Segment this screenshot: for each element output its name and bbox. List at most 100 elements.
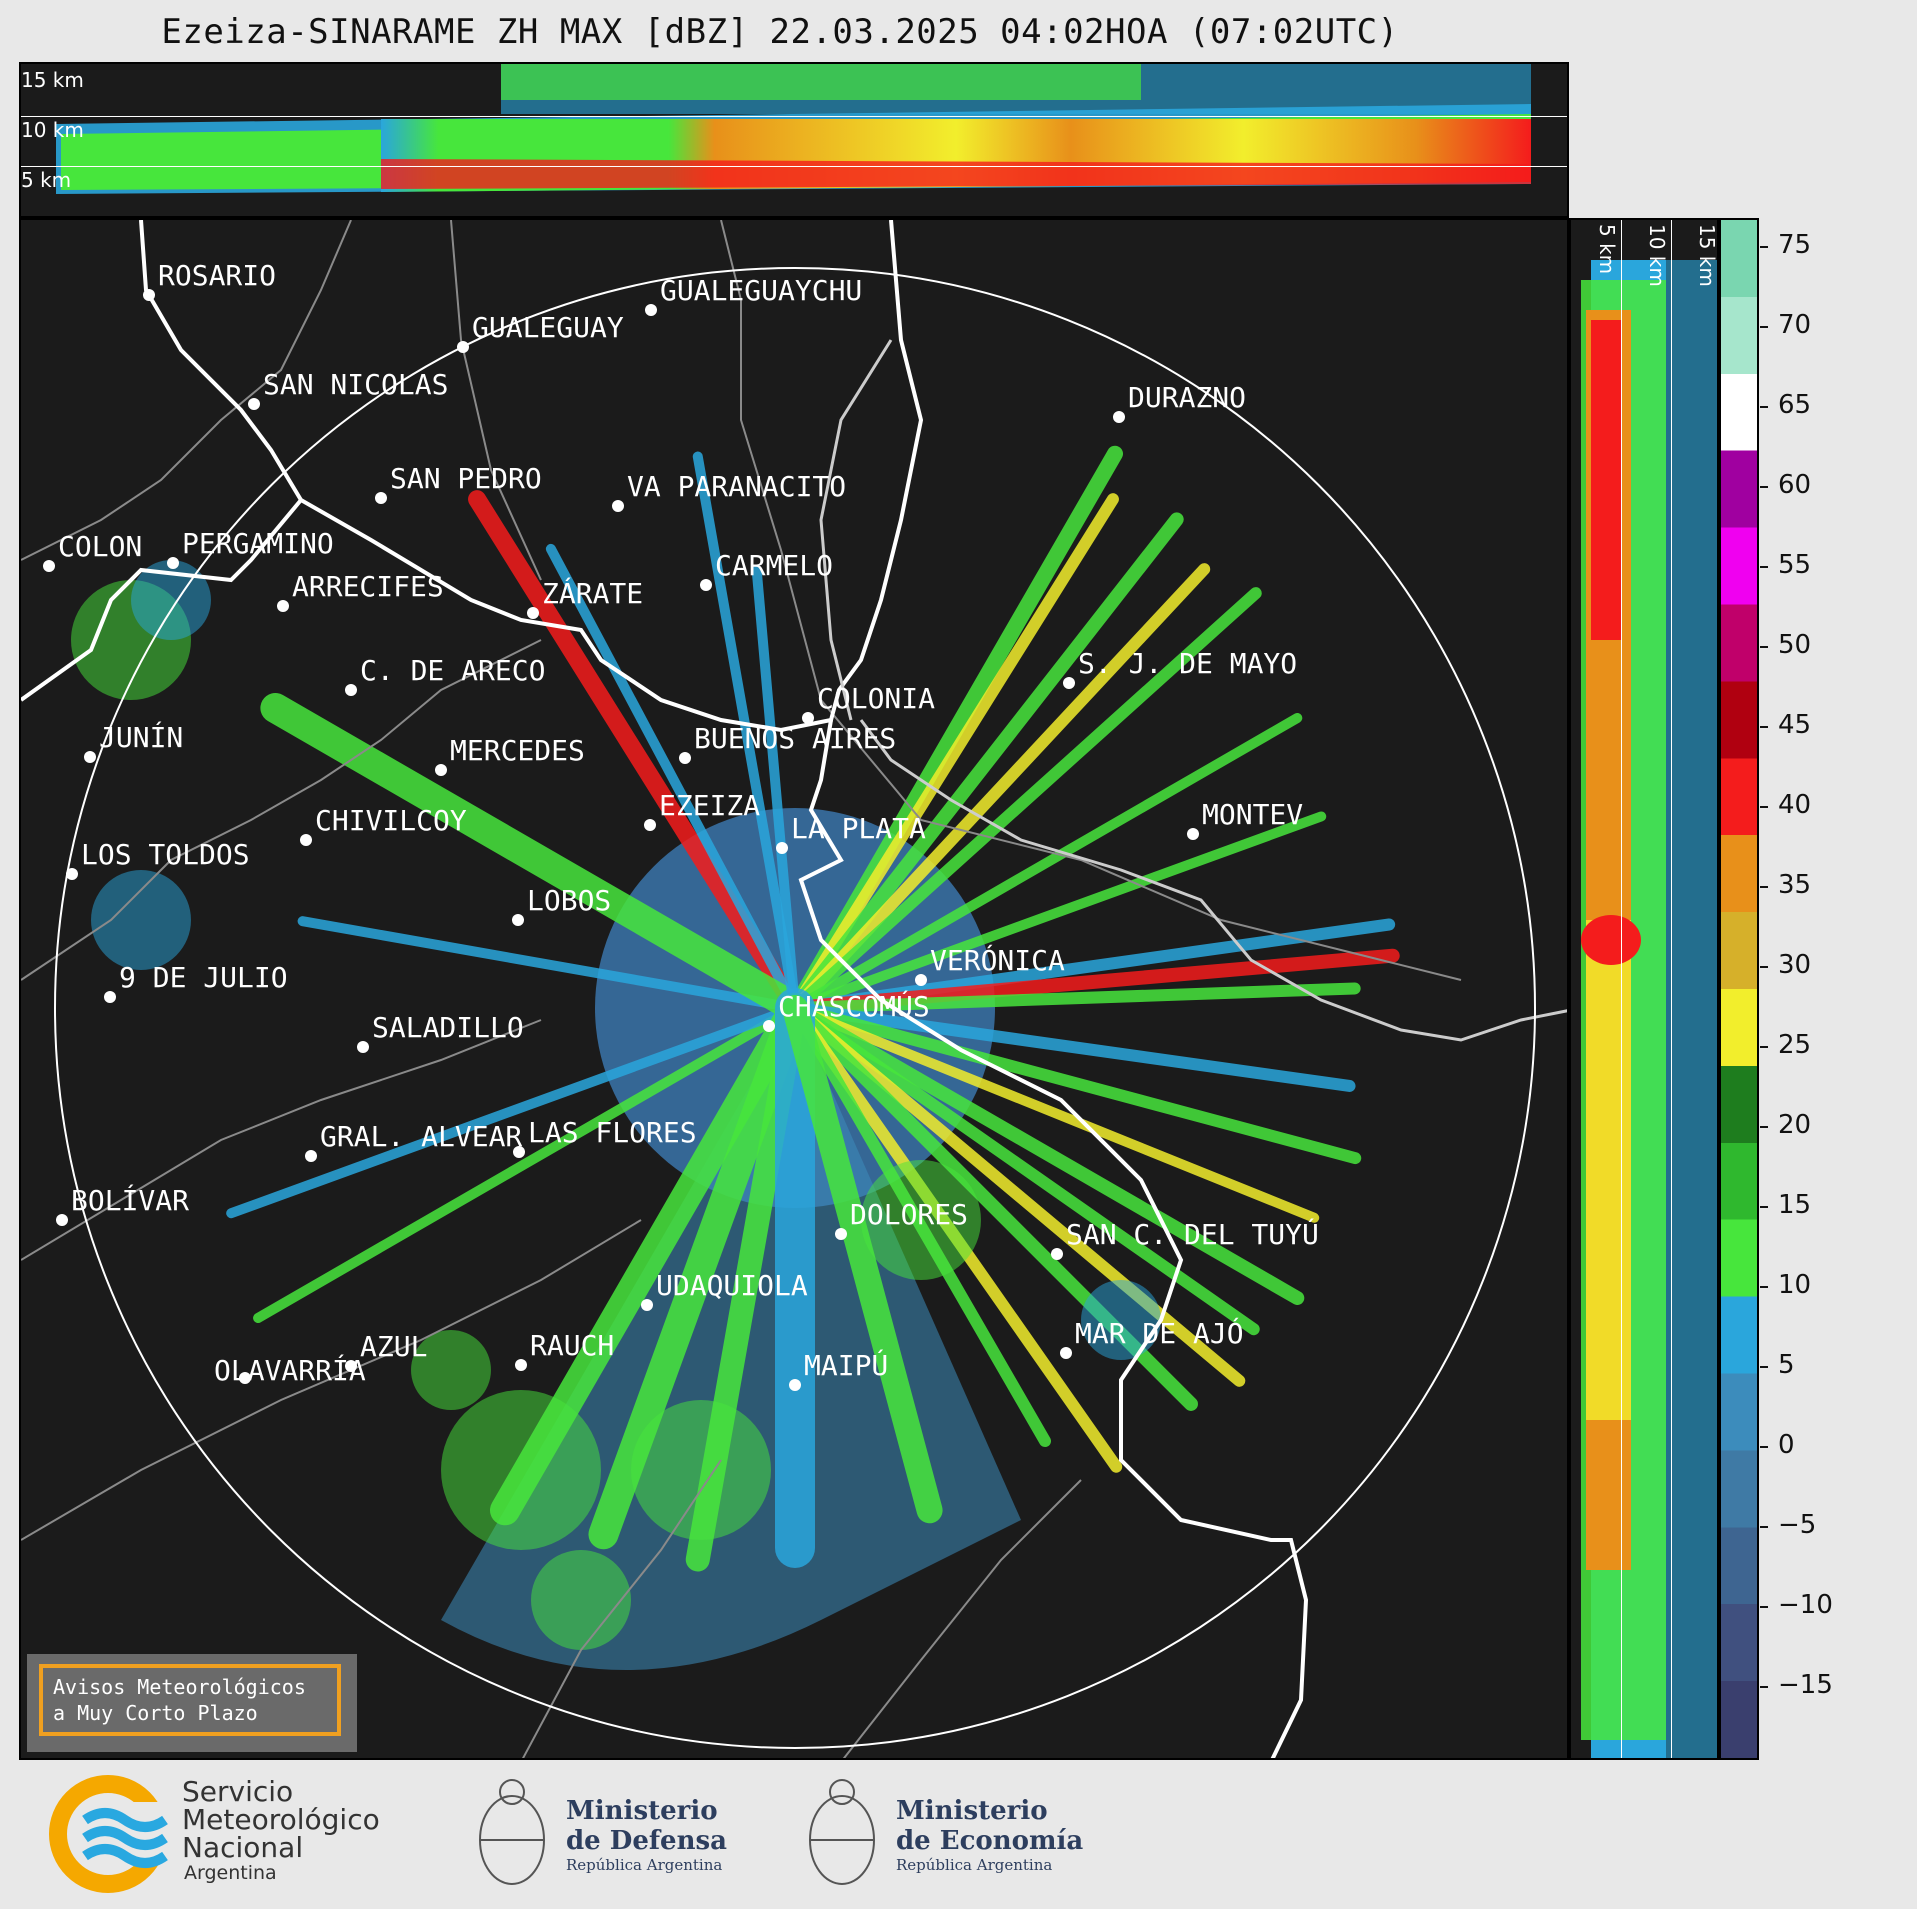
city-label: MAIPÚ [804, 1348, 888, 1382]
city-label: CARMELO [715, 549, 833, 582]
chart-title: Ezeiza-SINARAME ZH MAX [dBZ] 22.03.2025 … [161, 12, 1399, 52]
city-label: ARRECIFES [292, 570, 444, 603]
economia-line1: Ministerio [896, 1796, 1048, 1826]
city-label: GUALEGUAYCHU [660, 274, 862, 307]
warning-line1: Avisos Meteorológicos [53, 1675, 306, 1699]
city-label: SAN NICOLAS [263, 368, 448, 401]
city-marker [700, 579, 712, 591]
city-label: EZEIZA [659, 789, 760, 822]
city-label: LOBOS [527, 884, 611, 917]
colorbar-tick: 20 [1760, 1110, 1811, 1140]
colorbar-tick: 45 [1760, 710, 1811, 740]
city-label: VA PARANACITO [627, 470, 846, 503]
city-marker [644, 819, 656, 831]
city-label: MAR DE AJÓ [1075, 1316, 1244, 1350]
colorbar-tick: 25 [1760, 1030, 1811, 1060]
city-label: JUNÍN [99, 720, 183, 754]
side-height-10km: 10 km [1645, 224, 1669, 287]
colorbar-tick: −5 [1760, 1510, 1816, 1540]
height-label-5km: 5 km [21, 168, 72, 192]
city-label: AZUL [360, 1330, 427, 1363]
city-marker [789, 1379, 801, 1391]
city-label: RAUCH [530, 1329, 614, 1362]
city-marker [300, 834, 312, 846]
city-label: ROSARIO [158, 259, 276, 292]
city-marker [56, 1214, 68, 1226]
defensa-line2: de Defensa [566, 1826, 727, 1856]
colorbar-tick: 15 [1760, 1190, 1811, 1220]
range-ring [54, 267, 1536, 1749]
warning-box[interactable]: Avisos Meteorológicos a Muy Corto Plazo [39, 1664, 341, 1736]
river-channels [819, 339, 1567, 1042]
city-marker [1060, 1347, 1072, 1359]
warning-line2: a Muy Corto Plazo [53, 1701, 258, 1725]
city-marker [104, 991, 116, 1003]
city-marker [645, 304, 657, 316]
smn-line2: Meteorológico [182, 1803, 380, 1836]
colorbar-tick: 70 [1760, 310, 1811, 340]
smn-logo-icon [49, 1775, 175, 1893]
city-label: SALADILLO [372, 1011, 524, 1044]
city-marker [357, 1041, 369, 1053]
city-label: CHIVILCOY [315, 804, 467, 837]
city-marker [776, 842, 788, 854]
city-marker [1063, 677, 1075, 689]
footer: Servicio Meteorológico Nacional Argentin… [0, 1762, 1917, 1909]
radar-map: ROSARIO GUALEGUAYCHU GUALEGUAY SAN NICOLAS D… [19, 218, 1569, 1760]
city-marker [375, 492, 387, 504]
city-label: MONTEV [1202, 798, 1303, 831]
colorbar-tick: −10 [1760, 1590, 1833, 1620]
colorbar-tick: −15 [1760, 1670, 1833, 1700]
colorbar-tick: 60 [1760, 470, 1811, 500]
city-label: MERCEDES [450, 734, 585, 767]
city-marker [167, 557, 179, 569]
colorbar-tick: 30 [1760, 950, 1811, 980]
smn-line1: Servicio [182, 1775, 294, 1808]
city-marker [345, 1360, 357, 1372]
city-marker [84, 751, 96, 763]
city-marker [802, 712, 814, 724]
defensa-line3: República Argentina [566, 1856, 723, 1874]
city-marker [43, 560, 55, 572]
city-label: BUENOS AIRES [694, 722, 896, 755]
city-label: LA PLATA [791, 812, 926, 845]
city-label: SAN PEDRO [390, 462, 542, 495]
city-label: OLAVARRÍA [214, 1353, 366, 1387]
colorbar-tick: 65 [1760, 390, 1811, 420]
height-label-15km: 15 km [21, 68, 84, 92]
argentina-coat-of-arms-icon [479, 1779, 545, 1885]
city-label: PERGAMINO [182, 527, 334, 560]
colorbar-tick: 10 [1760, 1270, 1811, 1300]
colorbar-tick: 0 [1760, 1430, 1795, 1460]
city-label: DOLORES [850, 1198, 968, 1231]
height-label-10km: 10 km [21, 118, 84, 142]
city-layer: ROSARIO GUALEGUAYCHU GUALEGUAY SAN NICOLAS D… [43, 259, 1319, 1391]
city-marker [915, 974, 927, 986]
economia-line2: de Economía [896, 1826, 1084, 1856]
city-label: S. J. DE MAYO [1078, 647, 1297, 680]
city-marker [763, 1020, 775, 1032]
city-label: COLONIA [817, 682, 935, 715]
city-label: LAS FLORES [528, 1116, 697, 1149]
city-marker [527, 607, 539, 619]
city-marker [248, 398, 260, 410]
radar-echo-layer [71, 445, 1400, 1670]
city-label: COLON [58, 530, 142, 563]
city-marker [305, 1150, 317, 1162]
city-marker [143, 289, 155, 301]
city-marker [277, 600, 289, 612]
city-label: 9 DE JULIO [119, 961, 288, 994]
city-marker [612, 500, 624, 512]
colorbar-tick: 50 [1760, 630, 1811, 660]
city-marker [512, 914, 524, 926]
city-label: ZÁRATE [542, 576, 643, 610]
city-marker [1113, 411, 1125, 423]
colorbar-tick: 55 [1760, 550, 1811, 580]
city-marker [641, 1299, 653, 1311]
top-cross-section: 15 km 10 km 5 km [19, 62, 1569, 218]
city-marker [835, 1228, 847, 1240]
city-label: UDAQUIOLA [656, 1269, 808, 1302]
colorbar-tick: 40 [1760, 790, 1811, 820]
city-label: SAN C. DEL TUYÚ [1066, 1217, 1319, 1251]
smn-line4: Argentina [184, 1862, 277, 1884]
